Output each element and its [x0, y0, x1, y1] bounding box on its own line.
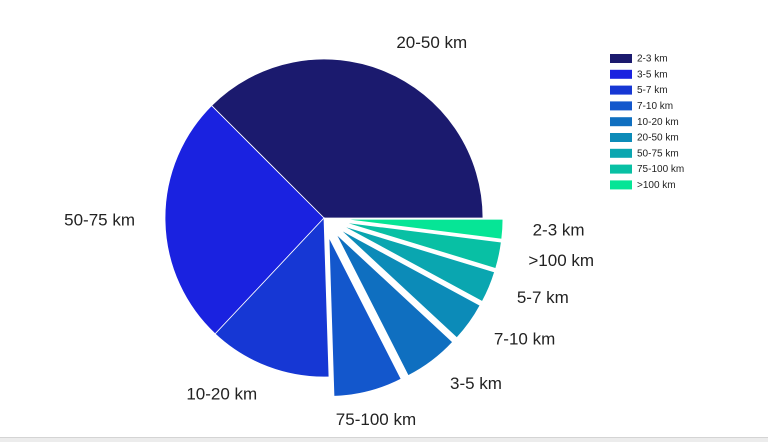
legend-swatch-10-20-km	[610, 117, 632, 127]
pie-slice-over-100-km	[343, 221, 502, 269]
legend-label-10-20-km: 10-20 km	[637, 117, 679, 128]
legend-label-3-5-km: 3-5 km	[637, 69, 668, 80]
slice-label-10-20-km: 10-20 km	[186, 384, 257, 403]
legend-label-50-75-km: 50-75 km	[637, 148, 679, 159]
legend: 2-3 km 3-5 km 5-7 km 7-10 km 10-20 km 20-50 k…	[610, 54, 684, 191]
pie-slice-75-100-km	[328, 237, 402, 397]
slice-label-75-100-km: 75-100 km	[336, 410, 416, 429]
legend-swatch-75-100-km	[610, 164, 632, 174]
pie-slice-3-5-km	[335, 233, 454, 377]
pie-slice-7-10-km	[339, 229, 481, 339]
slice-label-2-3-km: 2-3 km	[533, 221, 585, 240]
legend-label-2-3-km: 2-3 km	[637, 54, 668, 65]
slice-label-3-5-km: 3-5 km	[450, 374, 502, 393]
legend-swatch-7-10-km	[610, 101, 632, 111]
legend-swatch-5-7-km	[610, 85, 632, 95]
pie-slices	[164, 58, 504, 397]
legend-label-5-7-km: 5-7 km	[637, 85, 668, 96]
pie-slice-10-20-km	[214, 217, 330, 378]
slice-label-over-100-km: >100 km	[528, 251, 594, 270]
legend-swatch-3-5-km	[610, 69, 632, 79]
slice-labels: 20-50 km 50-75 km 10-20 km 75-100 km 3-5 km 7…	[64, 33, 594, 429]
pie-slice-2-3-km	[343, 218, 504, 240]
legend-swatch-50-75-km	[610, 148, 632, 158]
slice-label-50-75-km: 50-75 km	[64, 210, 135, 229]
slice-label-20-50-km: 20-50 km	[396, 33, 467, 52]
slice-label-5-7-km: 5-7 km	[517, 288, 569, 307]
legend-swatch-over-100-km	[610, 180, 632, 190]
pie-slice-20-50-km	[211, 58, 484, 219]
slice-label-7-10-km: 7-10 km	[494, 329, 555, 348]
bottom-scrollbar-strip	[0, 437, 768, 442]
legend-label-over-100-km: >100 km	[637, 180, 676, 191]
legend-label-7-10-km: 7-10 km	[637, 101, 673, 112]
legend-label-75-100-km: 75-100 km	[637, 164, 684, 175]
legend-label-20-50-km: 20-50 km	[637, 133, 679, 144]
pie-slice-5-7-km	[342, 225, 496, 302]
legend-swatch-20-50-km	[610, 133, 632, 142]
pie-slice-50-75-km	[164, 105, 325, 335]
legend-swatch-2-3-km	[610, 54, 632, 63]
